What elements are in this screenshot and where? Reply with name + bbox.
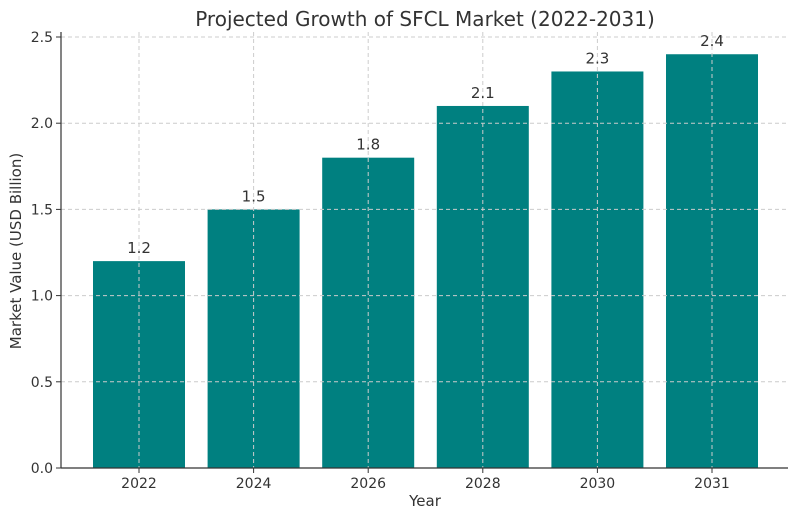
data-label-2022: 1.2 xyxy=(127,239,151,257)
data-labels: 1.2 1.5 1.8 2.1 2.3 2.4 xyxy=(127,32,724,257)
x-tick-label: 2030 xyxy=(580,476,616,492)
y-axis-label: Market Value (USD Billion) xyxy=(7,153,25,349)
chart-title: Projected Growth of SFCL Market (2022-20… xyxy=(195,7,655,31)
axes xyxy=(60,32,788,469)
x-ticks: 2022 2024 2026 2028 2030 2031 xyxy=(121,468,730,492)
y-tick-label: 1.5 xyxy=(31,202,53,218)
x-tick-label: 2024 xyxy=(236,476,272,492)
x-tick-label: 2026 xyxy=(350,476,386,492)
data-label-2026: 1.8 xyxy=(356,136,380,154)
data-label-2030: 2.3 xyxy=(585,49,609,67)
y-tick-label: 2.5 xyxy=(31,30,53,46)
x-axis-label: Year xyxy=(408,492,442,510)
x-tick-label: 2022 xyxy=(121,476,157,492)
x-tick-label: 2031 xyxy=(694,476,730,492)
y-tick-label: 1.0 xyxy=(31,289,53,305)
y-tick-label: 0.5 xyxy=(31,375,53,391)
y-ticks: 0.0 0.5 1.0 1.5 2.0 2.5 xyxy=(31,30,61,477)
bar-2024 xyxy=(207,209,300,468)
x-tick-label: 2028 xyxy=(465,476,501,492)
y-tick-label: 2.0 xyxy=(31,116,53,132)
data-label-2024: 1.5 xyxy=(242,187,266,205)
data-label-2031: 2.4 xyxy=(700,32,724,50)
y-tick-label: 0.0 xyxy=(31,461,53,477)
bars xyxy=(93,54,758,469)
data-label-2028: 2.1 xyxy=(471,84,495,102)
